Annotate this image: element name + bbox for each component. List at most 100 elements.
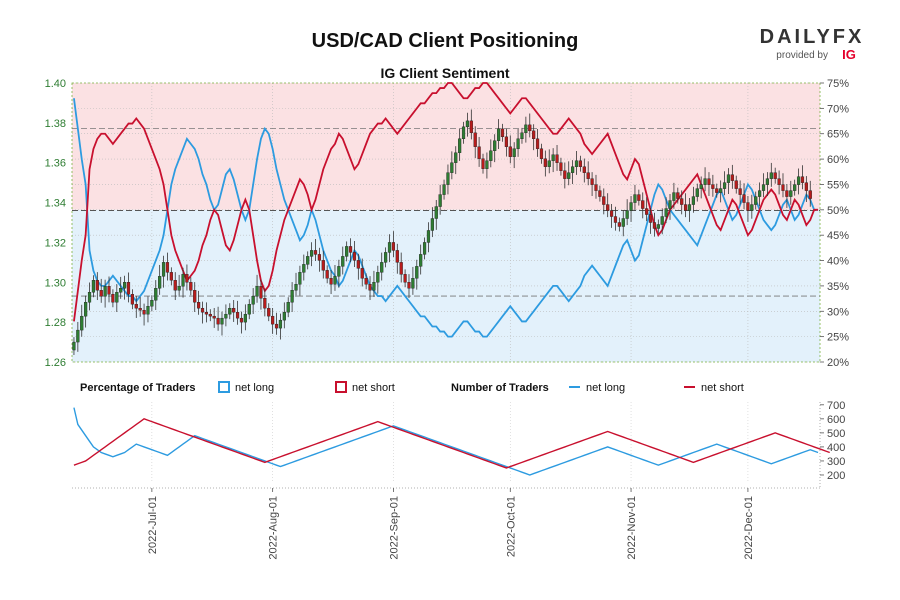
- candle-body: [111, 294, 115, 303]
- candle-body: [150, 300, 154, 307]
- candle-body: [742, 194, 746, 203]
- candle-body: [325, 270, 329, 279]
- candle-body: [559, 162, 563, 171]
- pct-tick-label: 60%: [827, 154, 849, 166]
- candle-body: [609, 210, 614, 217]
- candle-body: [707, 178, 711, 185]
- candle-body: [107, 286, 111, 295]
- candle-body: [177, 286, 181, 291]
- candle-body: [228, 307, 232, 315]
- percent-axis: 20% 25% 30% 35% 40% 45% 50% 55% 60% 65% 70% 75%: [820, 78, 849, 369]
- candle-body: [380, 262, 384, 273]
- candle-body: [72, 341, 76, 351]
- candle-body: [115, 292, 119, 303]
- candle-body: [520, 132, 524, 139]
- candle-body: [496, 128, 501, 141]
- legend: Percentage of Traders net long net short…: [80, 381, 744, 394]
- candle-body: [664, 208, 668, 217]
- candle-body: [91, 280, 96, 293]
- legend-pct-short-swatch: [335, 381, 347, 393]
- date-axis: 2022-Jul-01 2022-Aug-01 2022-Sep-01 2022-Oc…: [147, 488, 755, 560]
- candle-body: [656, 224, 660, 229]
- candle-body: [473, 132, 477, 147]
- legend-pct-short-label: net short: [352, 382, 395, 394]
- candle-body: [551, 154, 555, 161]
- candle-body: [578, 160, 583, 167]
- candle-body: [645, 208, 649, 215]
- price-tick-label: 1.36: [45, 158, 66, 170]
- candle-body: [80, 315, 84, 331]
- candle-body: [426, 230, 431, 243]
- candle-body: [648, 214, 653, 223]
- price-tick-label: 1.28: [45, 317, 66, 329]
- pct-tick-label: 70%: [827, 103, 849, 115]
- candle-body: [185, 274, 189, 283]
- candle-body: [255, 286, 259, 297]
- candle-body: [368, 284, 372, 291]
- candle-body: [532, 130, 536, 139]
- candle-body: [660, 216, 664, 225]
- reference-lines: [72, 128, 820, 297]
- candle-body: [208, 313, 212, 317]
- candle-body: [699, 184, 703, 189]
- net-short-pct-line: [73, 82, 819, 322]
- pct-tick-label: 65%: [827, 129, 849, 141]
- candle-body: [422, 242, 427, 255]
- candle-body: [590, 178, 594, 185]
- candle-body: [668, 200, 672, 209]
- candle-body: [574, 160, 579, 167]
- candle-body: [477, 146, 481, 159]
- candle-body: [785, 190, 789, 197]
- candle-body: [641, 200, 645, 209]
- date-tick-label: 2022-Sep-01: [388, 496, 400, 560]
- candle-body: [302, 264, 306, 273]
- candle-body: [399, 262, 403, 275]
- candle-body: [263, 298, 267, 309]
- candle-body: [419, 254, 423, 267]
- candle-body: [259, 286, 263, 299]
- candle-body: [465, 120, 470, 128]
- candle-body: [391, 242, 396, 251]
- pct-tick-label: 75%: [827, 78, 849, 90]
- candle-body: [625, 210, 629, 219]
- candle-body: [687, 204, 692, 211]
- candle-body: [617, 222, 621, 227]
- candle-body: [298, 272, 302, 285]
- candle-body: [282, 311, 286, 321]
- candle-body: [539, 148, 544, 159]
- candle-body: [161, 262, 166, 277]
- candle-body: [247, 304, 251, 315]
- candle-body: [430, 218, 434, 231]
- net-short-count-line: [73, 418, 830, 469]
- candle-body: [411, 278, 415, 289]
- candle-body: [621, 218, 625, 227]
- candle-body: [119, 288, 123, 293]
- legend-num-long-label: net long: [586, 382, 625, 394]
- candle-body: [761, 184, 766, 191]
- main-gridlines: [71, 82, 821, 363]
- candle-body: [796, 176, 801, 185]
- candle-body: [672, 192, 676, 201]
- candle-body: [294, 284, 298, 291]
- logo-provided-by: provided by: [776, 50, 828, 61]
- candle-body: [356, 260, 360, 269]
- date-tick-label: 2022-Aug-01: [268, 496, 280, 560]
- candle-body: [274, 323, 279, 329]
- candle-body: [352, 252, 357, 261]
- count-tick-label: 700: [827, 400, 845, 412]
- candle-body: [309, 250, 314, 257]
- candle-body: [738, 188, 742, 195]
- candle-body: [333, 276, 337, 285]
- candle-body: [329, 278, 333, 285]
- candle-body: [602, 196, 606, 205]
- candle-body: [446, 172, 450, 185]
- candle-body: [165, 262, 170, 273]
- pct-tick-label: 40%: [827, 256, 849, 268]
- date-tick-label: 2022-Dec-01: [743, 496, 755, 560]
- pct-tick-label: 25%: [827, 332, 849, 344]
- candle-body: [543, 158, 547, 167]
- candle-body: [387, 242, 392, 253]
- candle-body: [719, 188, 723, 193]
- logo-wordmark: DAILYFX: [760, 26, 865, 48]
